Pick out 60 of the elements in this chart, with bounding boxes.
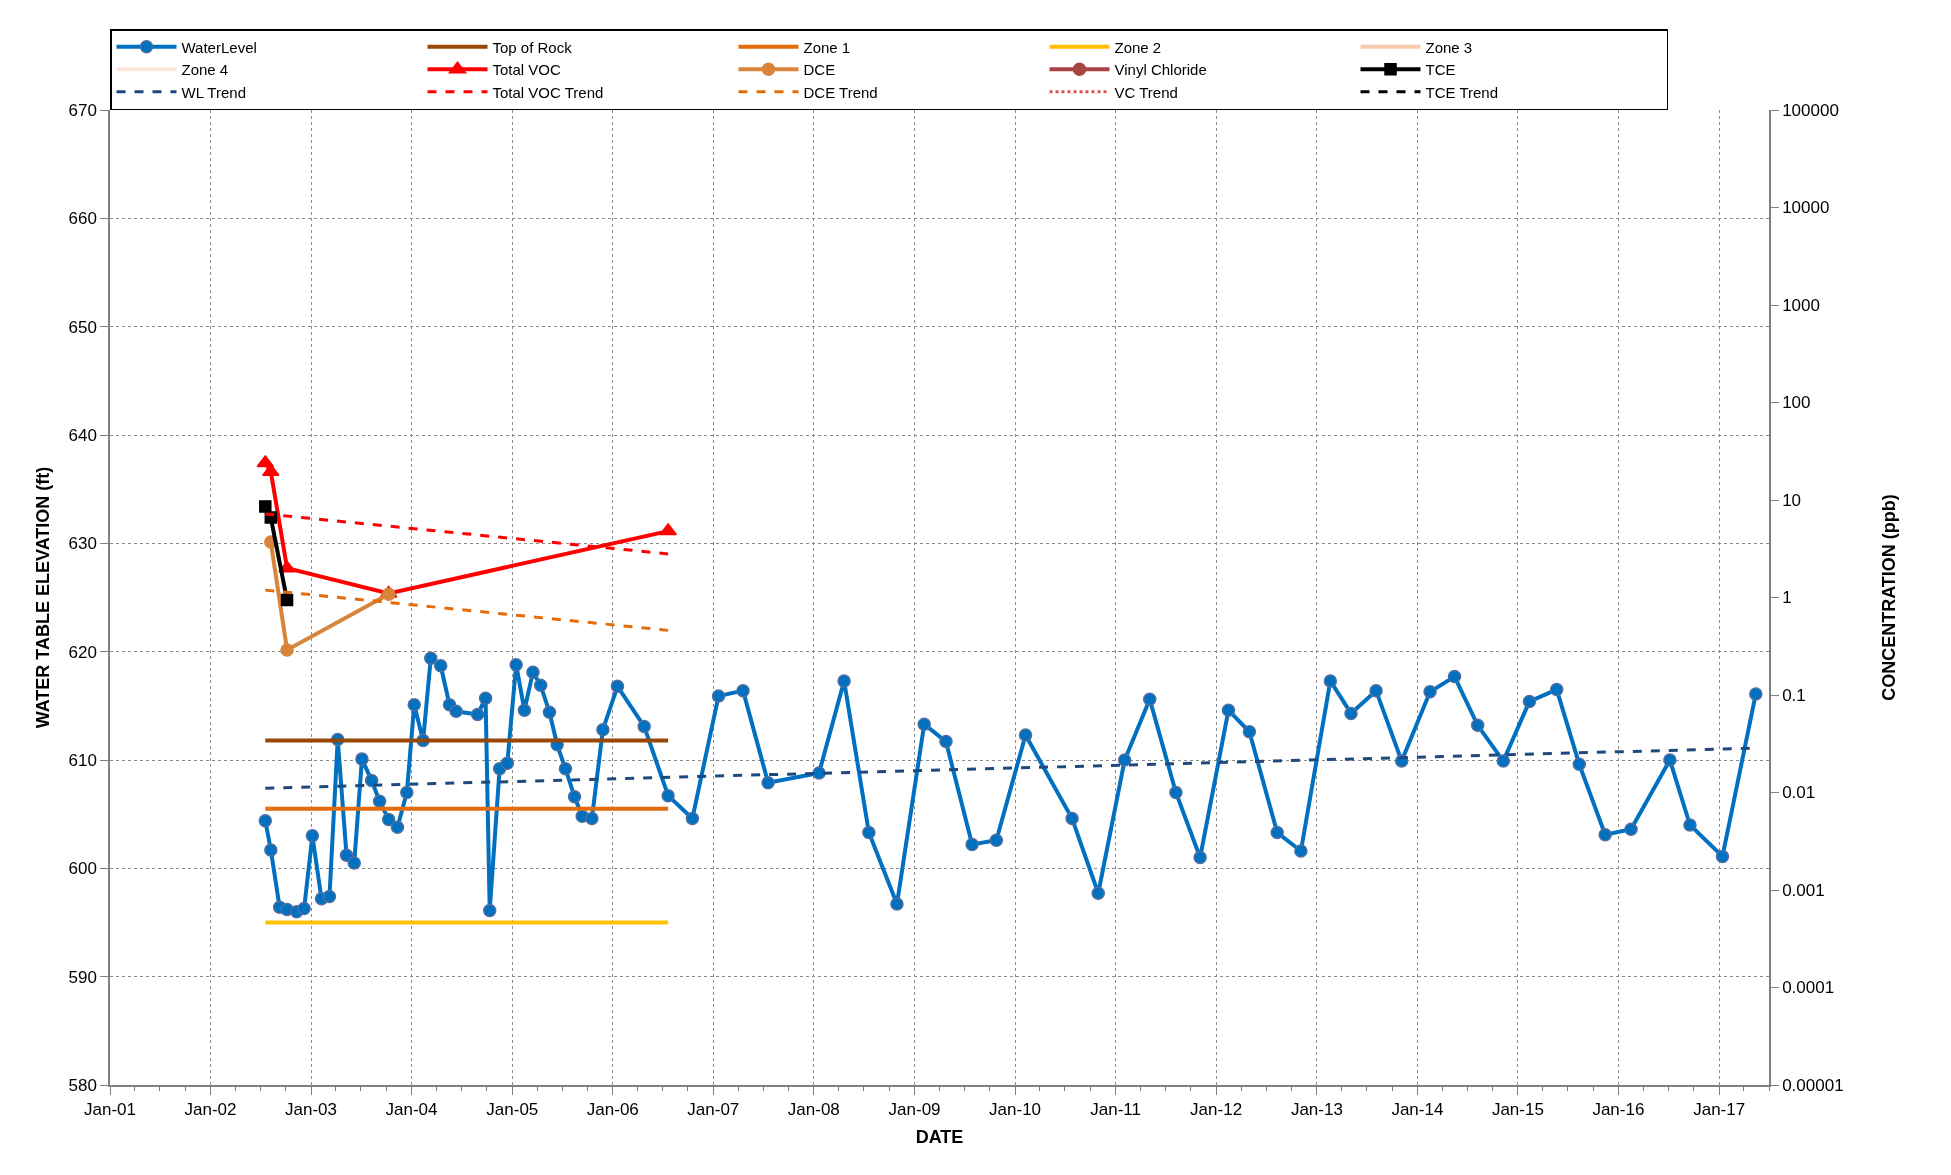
y-tick-label: 640 [68,425,97,445]
point [280,643,294,657]
legend-label: Zone 2 [1114,38,1162,56]
y-tick-label: 580 [68,1075,97,1095]
point [259,500,272,513]
y2-tick-label: 1 [1782,588,1792,608]
x-tick-label: Jan-13 [1290,1100,1343,1120]
y2-axis-title: CONCENTRATION (ppb) [1879,494,1900,701]
y2-tick-label: 0.1 [1782,685,1806,705]
x-tick-label: Jan-02 [184,1100,237,1120]
legend-label: Zone 3 [1425,38,1473,56]
legend-label: Zone 1 [803,38,851,56]
legend-label: TCE Trend [1425,83,1499,101]
legend-label: Zone 4 [181,61,229,79]
x-tick-label: Jan-10 [989,1100,1042,1120]
x-tick-label: Jan-15 [1491,1100,1544,1120]
legend-label: DCE [803,61,836,79]
y-tick-label: 650 [68,317,97,337]
legend-label: Vinyl Chloride [1114,61,1207,79]
x-tick-label: Jan-06 [586,1100,639,1120]
x-tick-label: Jan-11 [1090,1100,1141,1120]
legend-label: WL Trend [181,83,246,101]
y-tick-label: 630 [68,534,97,554]
y2-tick-label: 10000 [1782,198,1830,218]
x-tick-label: Jan-14 [1391,1100,1444,1120]
x-tick-label: Jan-03 [285,1100,337,1120]
y-tick-label: 660 [68,209,97,229]
legend-label: Top of Rock [492,38,573,56]
y-tick-label: 620 [68,642,97,662]
legend-label: DCE Trend [803,83,878,101]
legend-label: VC Trend [1114,83,1178,101]
point [280,593,294,607]
x-tick-label: Jan-09 [888,1100,941,1120]
y2-tick-label: 10 [1782,490,1802,510]
point [659,523,677,536]
y-axis-title: WATER TABLE ELEVATION (ft) [33,466,54,729]
y-tick-label: 600 [68,859,97,879]
y-tick-label: 670 [68,100,97,120]
legend-label: Total VOC [492,61,562,79]
x-tick-label: Jan-08 [787,1100,840,1120]
x-tick-label: Jan-07 [687,1100,740,1120]
x-tick-label: Jan-12 [1190,1100,1243,1120]
y2-tick-label: 0.01 [1782,783,1816,803]
y2-tick-label: 0.0001 [1782,978,1835,998]
x-axis-title: DATE [915,1126,964,1147]
x-tick-label: Jan-01 [84,1100,136,1120]
x-tick-label: Jan-04 [385,1100,438,1120]
x-tick-label: Jan-16 [1592,1100,1645,1120]
x-tick-label: Jan-17 [1693,1100,1746,1120]
y2-tick-label: 1000 [1782,295,1820,315]
y-tick-label: 610 [68,750,97,770]
x-tick-label: Jan-05 [486,1100,539,1120]
legend-label: WaterLevel [181,38,257,56]
y-tick-label: 590 [68,967,97,987]
y2-tick-label: 0.00001 [1782,1075,1844,1095]
y2-tick-label: 100000 [1782,100,1839,120]
legend-label: Total VOC Trend [492,83,604,101]
legend-label: TCE [1425,61,1456,79]
y2-tick-label: 100 [1782,393,1811,413]
y2-tick-label: 0.001 [1782,880,1825,900]
